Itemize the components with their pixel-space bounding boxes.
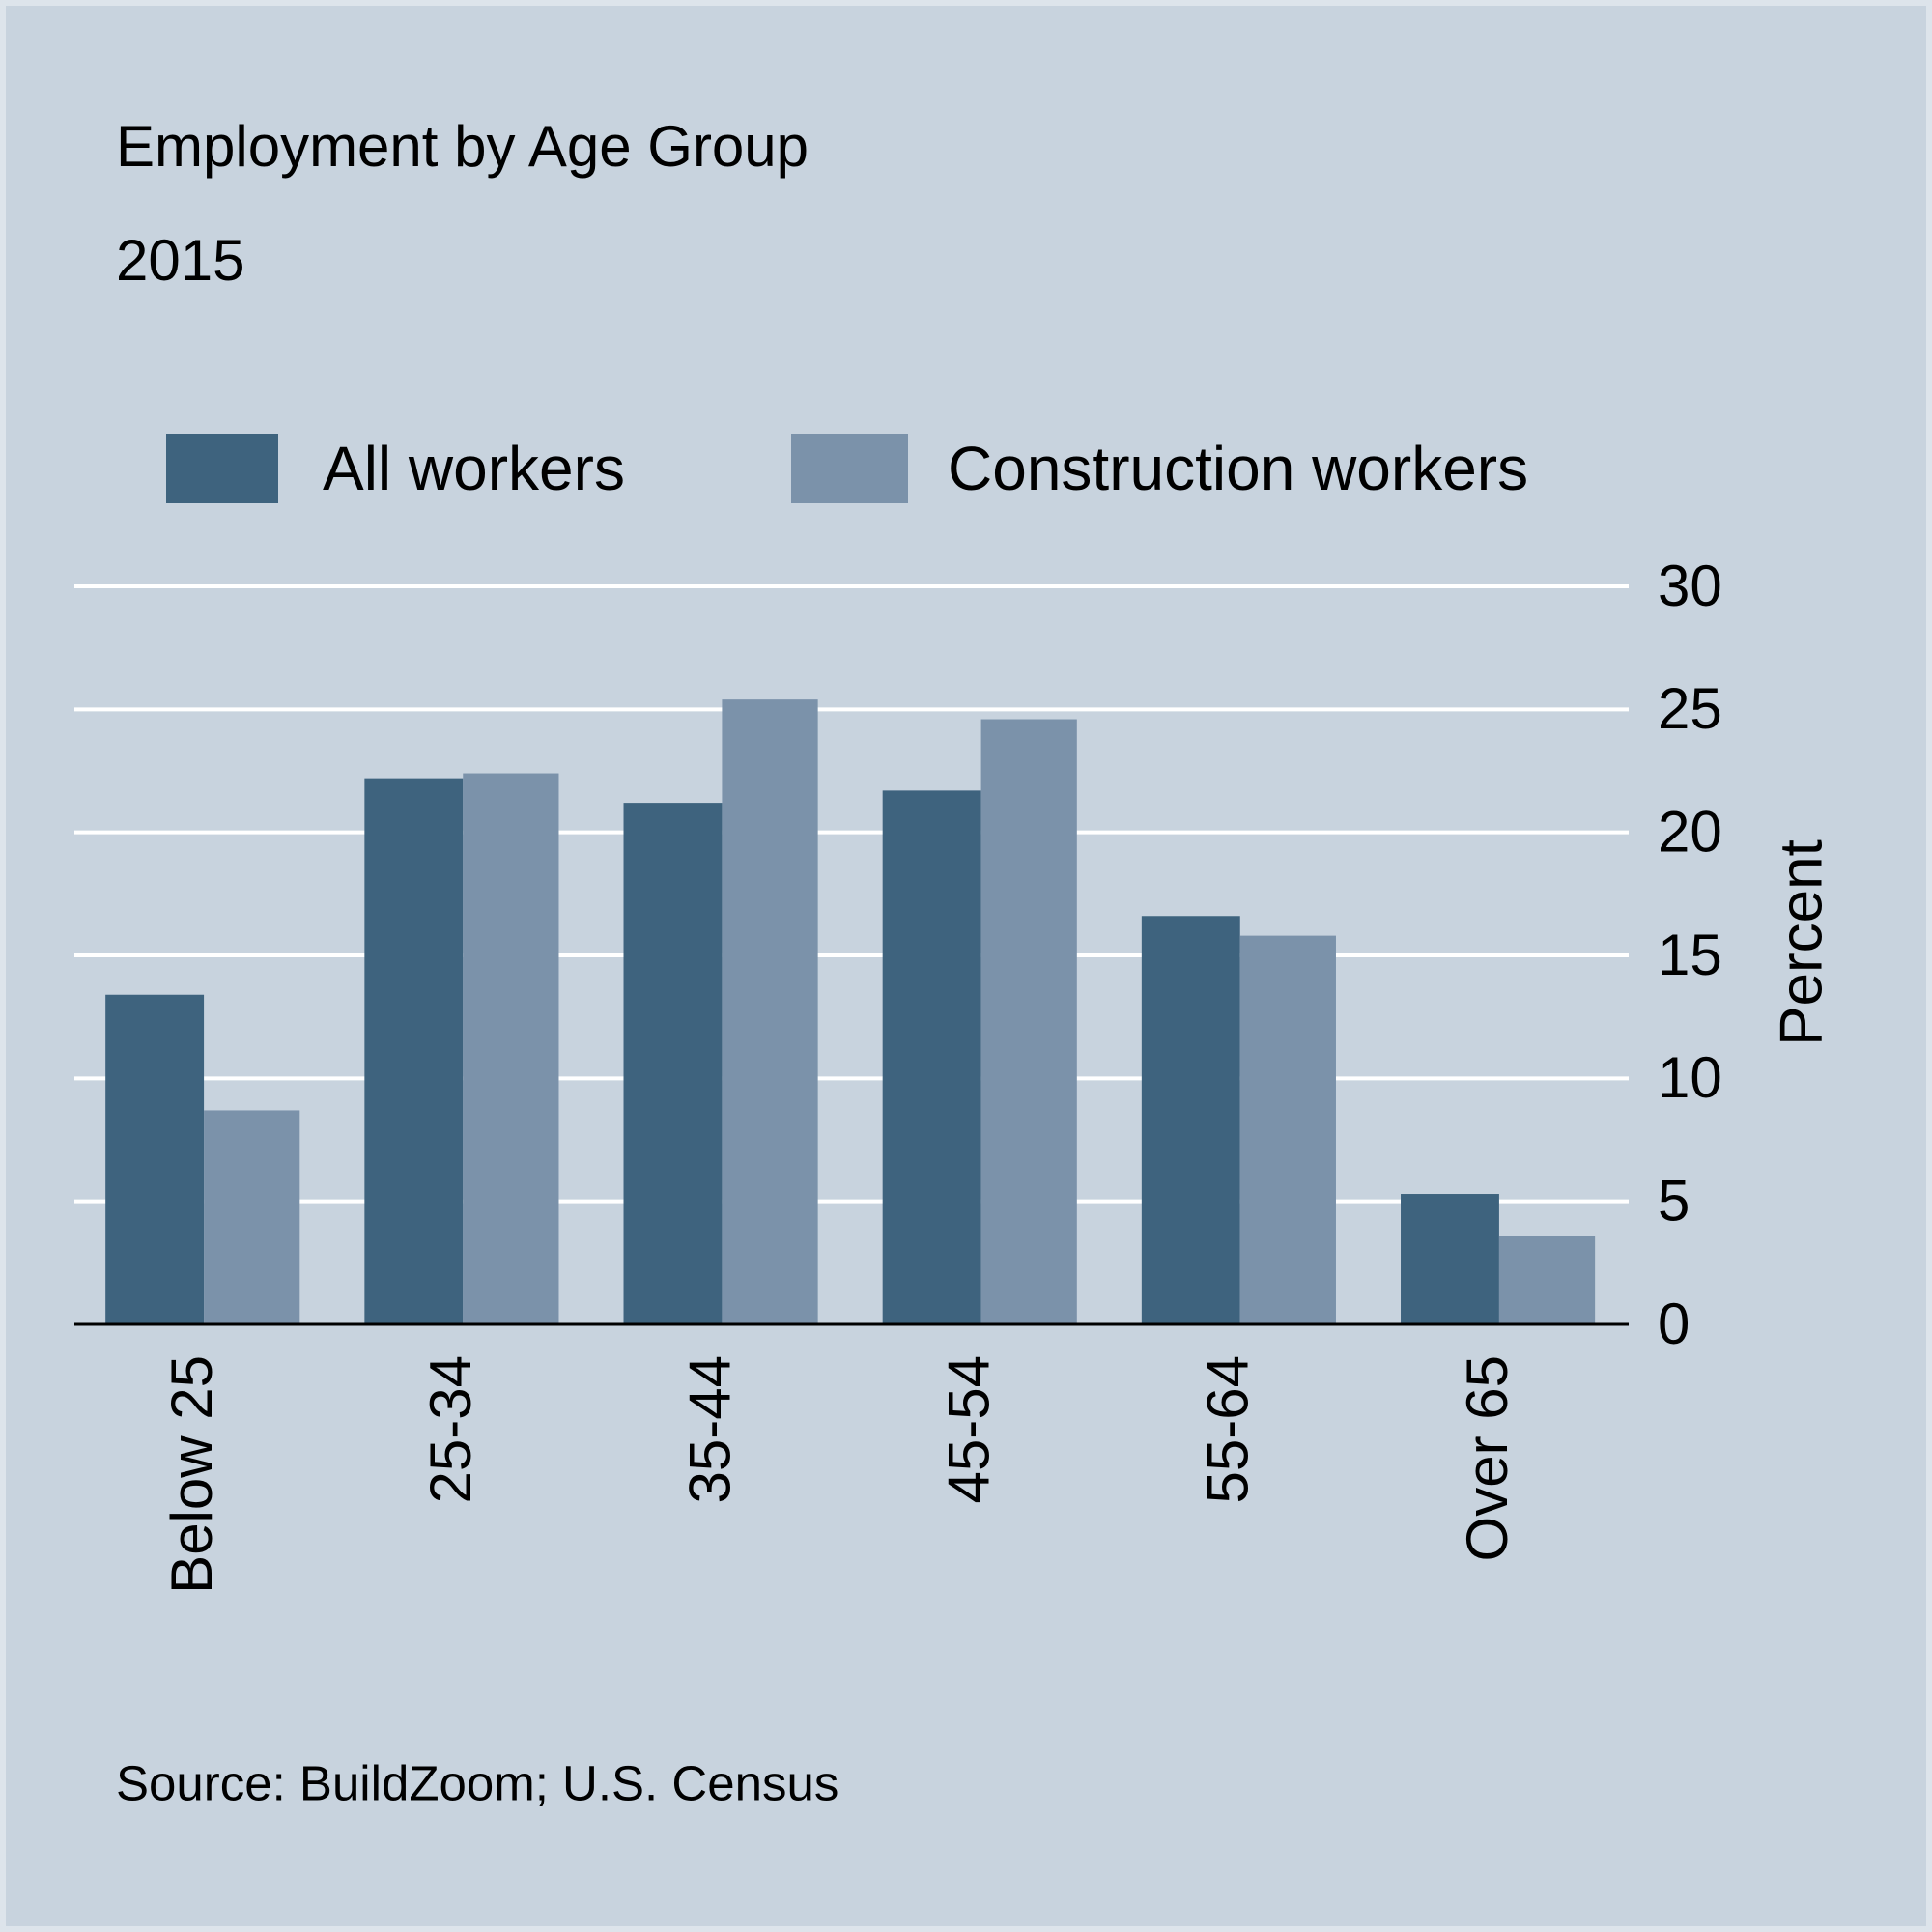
y-tick-label: 20 [1658, 800, 1722, 865]
chart-title: Employment by Age Group [116, 114, 809, 179]
y-tick-label: 30 [1658, 554, 1722, 618]
y-tick-label: 10 [1658, 1045, 1722, 1110]
source-note: Source: BuildZoom; U.S. Census [116, 1755, 838, 1810]
x-tick-label: Over 65 [1455, 1355, 1520, 1561]
legend-label: Construction workers [948, 434, 1528, 503]
x-tick-label: 25-34 [418, 1355, 483, 1503]
y-tick-label: 25 [1658, 676, 1722, 741]
y-tick-label: 5 [1658, 1169, 1690, 1234]
bar [364, 778, 464, 1324]
bar [722, 699, 818, 1324]
legend-swatch [166, 434, 278, 503]
bar [204, 1110, 300, 1324]
chart-subtitle: 2015 [116, 228, 244, 293]
bar [1498, 1236, 1596, 1324]
bar [105, 994, 205, 1324]
legend-label: All workers [323, 434, 625, 503]
x-tick-label: 35-44 [677, 1355, 742, 1503]
bar [1141, 916, 1240, 1324]
y-tick-label: 15 [1658, 923, 1722, 987]
bar [882, 790, 981, 1324]
y-axis-title: Percent [1768, 839, 1834, 1046]
bar [1401, 1194, 1499, 1324]
bar [1239, 935, 1336, 1324]
x-tick-label: Below 25 [159, 1355, 224, 1594]
legend-swatch [791, 434, 908, 503]
y-tick-label: 0 [1658, 1292, 1690, 1356]
x-tick-label: 55-64 [1196, 1355, 1261, 1503]
bar [463, 773, 559, 1324]
bar [980, 719, 1077, 1324]
bar [623, 803, 723, 1324]
x-tick-label: 45-54 [936, 1355, 1001, 1503]
